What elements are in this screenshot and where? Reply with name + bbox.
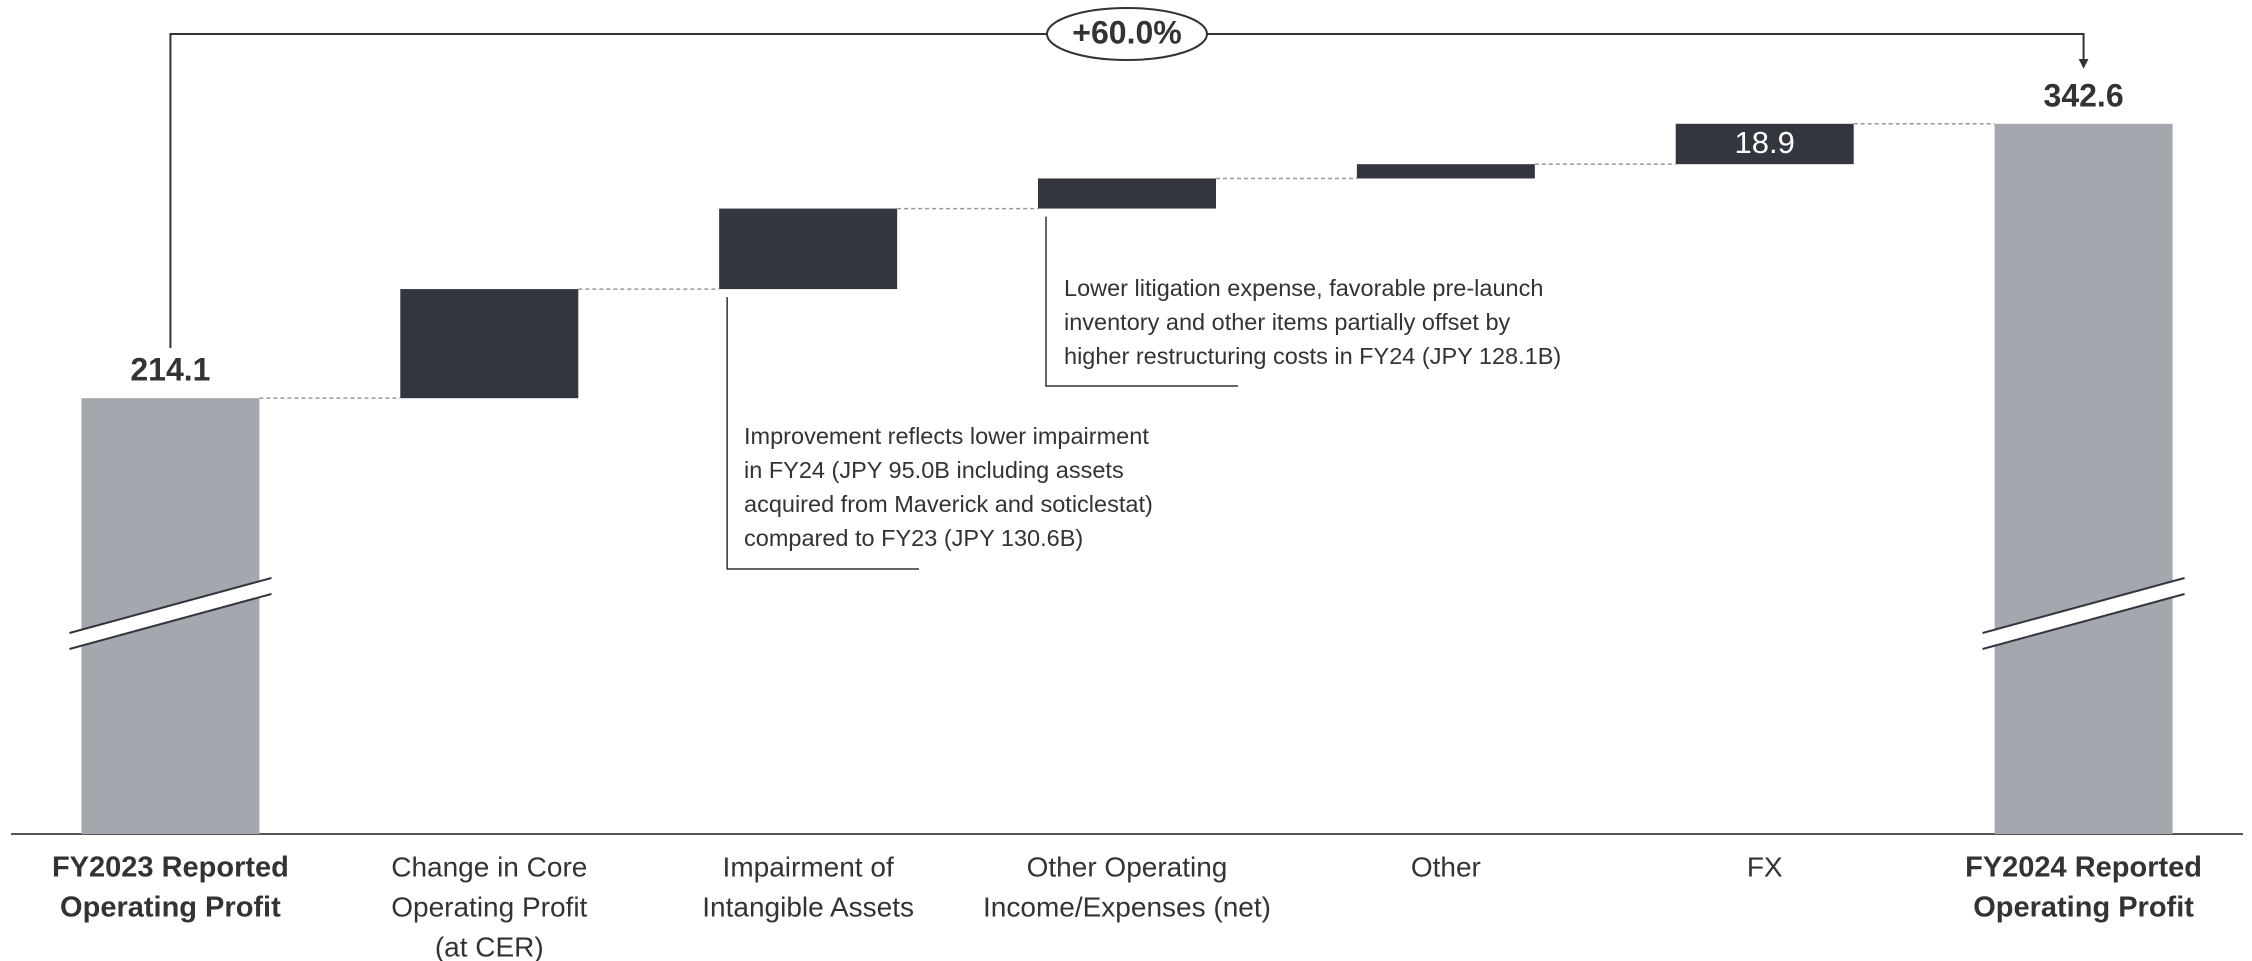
- annotation-text: higher restructuring costs in FY24 (JPY …: [1064, 343, 1561, 369]
- x-tick-label: (at CER): [435, 931, 544, 961]
- annotation-text: Lower litigation expense, favorable pre-…: [1064, 275, 1543, 301]
- x-tick-label: Operating Profit: [60, 892, 281, 924]
- axis-break-line: [69, 593, 272, 650]
- annotation-text: acquired from Maverick and soticlestat): [744, 491, 1153, 517]
- x-tick-label: Income/Expenses (net): [983, 891, 1271, 922]
- annotation-text: inventory and other items partially offs…: [1064, 309, 1511, 335]
- axis-break: [69, 578, 272, 649]
- value-label: 18.9: [1735, 125, 1795, 160]
- delta-bar: [719, 208, 898, 290]
- axis-break: [1982, 578, 2185, 649]
- annotation-text: in FY24 (JPY 95.0B including assets: [744, 457, 1124, 483]
- annotation-text: compared to FY23 (JPY 130.6B): [744, 525, 1083, 551]
- x-tick-label: Other Operating: [1027, 851, 1228, 882]
- x-tick-label: Operating Profit: [391, 891, 587, 922]
- x-tick-label: FX: [1747, 851, 1783, 882]
- callout-line: [726, 297, 919, 570]
- x-tick-label: FY2023 Reported: [52, 852, 289, 884]
- value-label: 342.6: [2044, 77, 2124, 113]
- delta-bar: [1356, 164, 1535, 179]
- x-tick-label: Other: [1411, 851, 1481, 882]
- total-bar: [1994, 123, 2173, 835]
- axis-break-line: [1982, 593, 2185, 650]
- x-tick-label: Intangible Assets: [702, 891, 914, 922]
- annotation-text: Improvement reflects lower impairment: [744, 423, 1149, 449]
- delta-bar: [400, 289, 579, 399]
- delta-bar: [1675, 123, 1854, 165]
- x-tick-label: FY2024 Reported: [1965, 852, 2202, 884]
- callout-line: [1045, 216, 1238, 387]
- x-tick-label: Operating Profit: [1973, 892, 2194, 924]
- axis-break-line: [1982, 577, 2185, 634]
- value-label: 214.1: [130, 352, 210, 388]
- x-tick-label: Change in Core: [391, 851, 587, 882]
- change-label: +60.0%: [1072, 14, 1181, 50]
- axis-break-line: [69, 577, 272, 634]
- change-badge: [1046, 7, 1208, 61]
- delta-bar: [1038, 178, 1216, 209]
- x-tick-label: Impairment of: [723, 851, 894, 882]
